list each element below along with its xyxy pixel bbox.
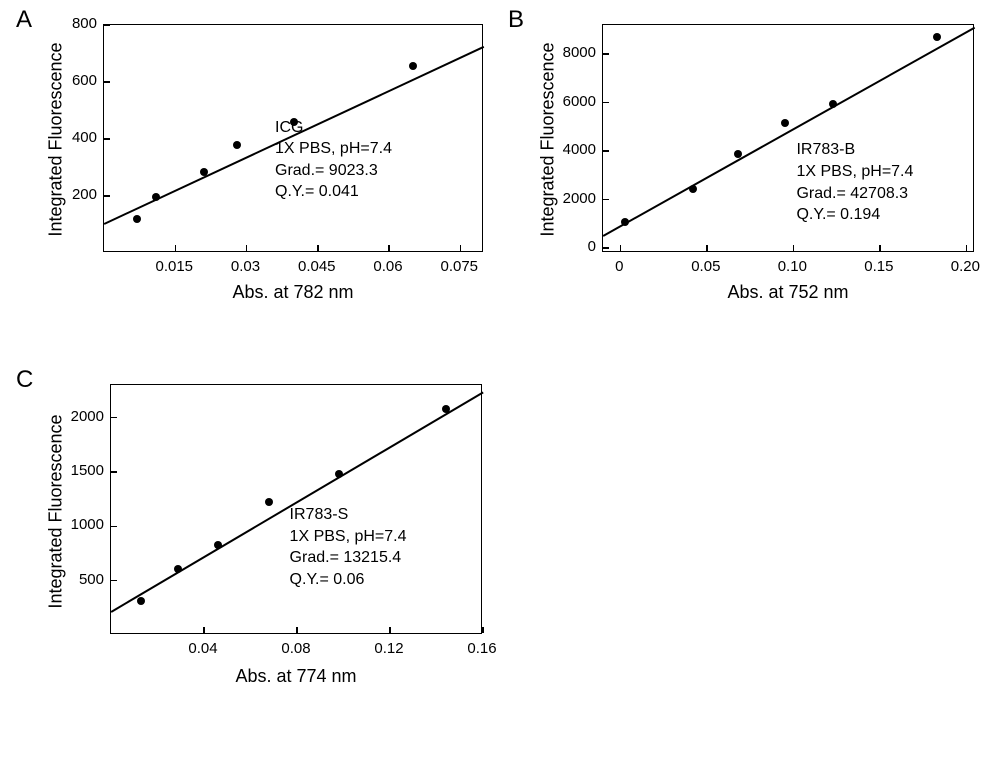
data-point: [933, 33, 941, 41]
xtick: [460, 245, 462, 251]
data-point: [621, 218, 629, 226]
ytick: [111, 471, 117, 473]
ytick: [603, 102, 609, 104]
xtick-label: 0.20: [951, 258, 980, 275]
annotation-line: IR783-S: [290, 504, 407, 526]
xtick-label: 0.08: [281, 640, 310, 657]
xtick: [296, 627, 298, 633]
ytick-label: 6000: [546, 93, 596, 110]
panel-b-plot-area: IR783-B1X PBS, pH=7.4Grad.= 42708.3Q.Y.=…: [602, 24, 974, 252]
panel-a-xlabel: Abs. at 782 nm: [103, 282, 483, 303]
panel-b-ylabel: Integrated Fluorescence: [538, 30, 559, 250]
data-point: [174, 565, 182, 573]
panel-a: Integrated Fluorescence ICG1X PBS, pH=7.…: [18, 6, 500, 322]
data-point: [442, 405, 450, 413]
panel-b: Integrated Fluorescence IR783-B1X PBS, p…: [510, 6, 992, 322]
data-point: [829, 100, 837, 108]
xtick-label: 0.16: [467, 640, 496, 657]
ytick: [603, 247, 609, 249]
xtick-label: 0.075: [440, 258, 478, 275]
data-point: [689, 185, 697, 193]
panel-a-plot-area: ICG1X PBS, pH=7.4Grad.= 9023.3Q.Y.= 0.04…: [103, 24, 483, 252]
ytick-label: 500: [54, 571, 104, 588]
ytick: [104, 24, 110, 26]
xtick-label: 0.12: [374, 640, 403, 657]
xtick-label: 0.04: [188, 640, 217, 657]
ytick-label: 8000: [546, 44, 596, 61]
data-point: [265, 498, 273, 506]
ytick-label: 2000: [546, 190, 596, 207]
ytick-label: 400: [47, 129, 97, 146]
xtick: [203, 627, 205, 633]
ytick-label: 600: [47, 72, 97, 89]
annotation-line: IR783-B: [796, 139, 913, 161]
xtick: [966, 245, 968, 251]
ytick: [603, 53, 609, 55]
xtick: [879, 245, 881, 251]
data-point: [137, 597, 145, 605]
annotation-a: ICG1X PBS, pH=7.4Grad.= 9023.3Q.Y.= 0.04…: [275, 117, 392, 203]
fit-line: [603, 26, 976, 236]
xtick: [482, 627, 484, 633]
ytick: [111, 526, 117, 528]
data-point: [335, 470, 343, 478]
panel-c-xlabel: Abs. at 774 nm: [110, 666, 482, 687]
xtick: [706, 245, 708, 251]
xtick: [388, 245, 390, 251]
ytick: [603, 199, 609, 201]
data-point: [152, 193, 160, 201]
xtick-label: 0.045: [298, 258, 336, 275]
ytick: [104, 195, 110, 197]
ytick-label: 2000: [54, 408, 104, 425]
ytick-label: 1000: [54, 516, 104, 533]
ytick-label: 0: [546, 238, 596, 255]
annotation-line: Grad.= 42708.3: [796, 183, 913, 205]
data-point: [409, 62, 417, 70]
annotation-line: ICG: [275, 117, 392, 139]
annotation-b: IR783-B1X PBS, pH=7.4Grad.= 42708.3Q.Y.=…: [796, 139, 913, 225]
panel-c: Integrated Fluorescence IR783-S1X PBS, p…: [18, 366, 500, 704]
xtick: [793, 245, 795, 251]
annotation-line: Q.Y.= 0.06: [290, 569, 407, 591]
ytick: [111, 580, 117, 582]
annotation-line: 1X PBS, pH=7.4: [290, 526, 407, 548]
ytick-label: 4000: [546, 141, 596, 158]
ytick-label: 800: [47, 15, 97, 32]
xtick-label: 0.06: [373, 258, 402, 275]
annotation-line: Grad.= 13215.4: [290, 547, 407, 569]
annotation-line: 1X PBS, pH=7.4: [275, 138, 392, 160]
xtick: [389, 627, 391, 633]
annotation-line: Grad.= 9023.3: [275, 160, 392, 182]
xtick-label: 0.15: [864, 258, 893, 275]
annotation-line: 1X PBS, pH=7.4: [796, 161, 913, 183]
xtick-label: 0: [615, 258, 623, 275]
xtick: [246, 245, 248, 251]
data-point: [200, 168, 208, 176]
data-point: [734, 150, 742, 158]
ytick: [104, 81, 110, 83]
xtick-label: 0.03: [231, 258, 260, 275]
ytick-label: 1500: [54, 462, 104, 479]
annotation-line: Q.Y.= 0.041: [275, 181, 392, 203]
data-point: [781, 119, 789, 127]
data-point: [133, 215, 141, 223]
ytick: [603, 150, 609, 152]
xtick-label: 0.05: [691, 258, 720, 275]
panel-b-xlabel: Abs. at 752 nm: [602, 282, 974, 303]
xtick-label: 0.10: [778, 258, 807, 275]
data-point: [214, 541, 222, 549]
xtick: [175, 245, 177, 251]
ytick: [111, 417, 117, 419]
xtick-label: 0.015: [155, 258, 193, 275]
ytick: [104, 138, 110, 140]
xtick: [620, 245, 622, 251]
annotation-c: IR783-S1X PBS, pH=7.4Grad.= 13215.4Q.Y.=…: [290, 504, 407, 590]
xtick: [317, 245, 319, 251]
panel-c-ylabel: Integrated Fluorescence: [46, 402, 67, 622]
annotation-line: Q.Y.= 0.194: [796, 204, 913, 226]
data-point: [233, 141, 241, 149]
panel-c-plot-area: IR783-S1X PBS, pH=7.4Grad.= 13215.4Q.Y.=…: [110, 384, 482, 634]
ytick-label: 200: [47, 186, 97, 203]
